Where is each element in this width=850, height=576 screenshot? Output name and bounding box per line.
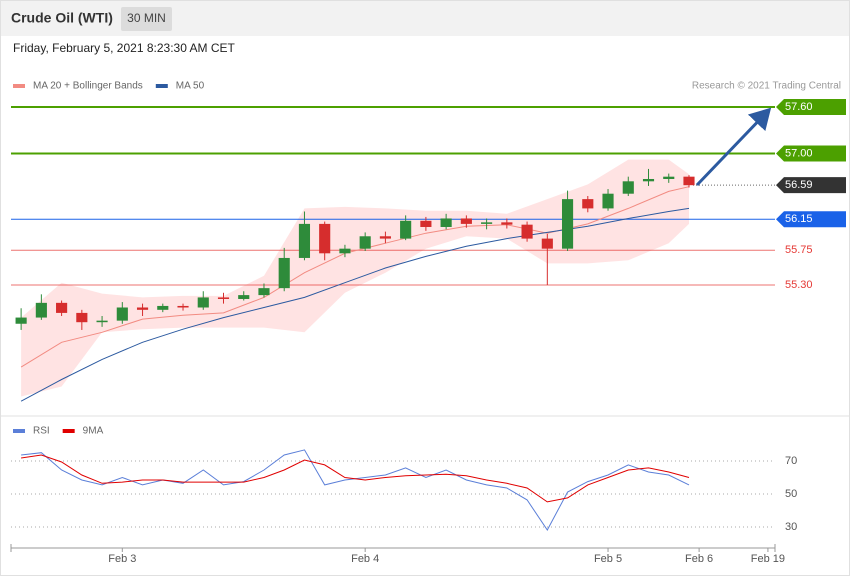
candle-body [359,236,371,249]
candle-body [582,199,594,209]
candle-body [561,199,574,249]
y-tick-label: 50 [785,488,797,500]
candle-body [501,222,513,225]
level-label: 57.00 [785,147,813,159]
legend-swatch [62,429,75,433]
candle-body [481,222,493,224]
legend-label: RSI [33,426,50,437]
y-tick-label: 70 [785,455,797,467]
level-badge [776,145,846,162]
candle-body [177,305,189,308]
level-label: 56.59 [785,179,813,191]
candle-body [420,220,432,227]
candle-body [521,224,533,239]
candle-body [96,320,108,323]
candle-body [76,312,88,323]
level-label: 56.15 [785,213,813,225]
level-label: 57.60 [785,101,813,113]
candle-body [238,295,250,299]
candle-body [460,218,472,224]
candle-body [136,307,149,310]
datetime: Friday, February 5, 2021 8:23:30 AM CET [13,41,236,55]
candle-body [663,176,675,179]
candle-body [15,317,27,324]
legend-label: MA 50 [176,81,205,92]
title: Crude Oil (WTI) [11,10,113,26]
candle-body [379,236,391,239]
candle-body [35,302,47,318]
legend-label: 9MA [83,426,104,437]
ma-line [20,207,690,402]
candle-body [319,223,331,254]
interval-badge[interactable] [121,7,172,31]
x-tick-label: Feb 4 [351,553,379,565]
candle-body [157,305,169,310]
candle-body [440,218,452,227]
x-tick-label: Feb 6 [685,553,713,565]
candle-body [217,297,230,299]
level-label: 55.30 [785,279,813,291]
x-tick-label: Feb 19 [751,553,785,565]
interval[interactable]: 30 MIN [127,11,166,25]
candle-body [258,288,270,296]
legend-swatch [13,84,25,88]
rsi-line [21,454,690,503]
candle-body [541,238,553,249]
y-tick-label: 30 [785,521,797,533]
candle-body [683,176,695,186]
forecast-arrow [695,107,772,187]
legend-label: MA 20 + Bollinger Bands [33,81,143,92]
candle-body [298,223,311,258]
level-badge [776,177,846,194]
candle-body [278,257,290,289]
candle-body [56,302,68,313]
level-badge [776,211,846,228]
level-label: 55.75 [785,244,813,256]
legend-swatch [13,429,25,433]
candle-body [622,181,634,194]
credit: Research © 2021 Trading Central [692,81,841,92]
x-tick-label: Feb 3 [108,553,136,565]
x-tick-label: Feb 5 [594,553,622,565]
level-badge [776,98,846,115]
legend-swatch [155,84,168,88]
candle-body [339,248,351,254]
candle-body [197,297,209,308]
candle-body [602,193,614,209]
candle-body [116,307,128,321]
candle-body [642,178,655,182]
candle-body [400,220,412,239]
